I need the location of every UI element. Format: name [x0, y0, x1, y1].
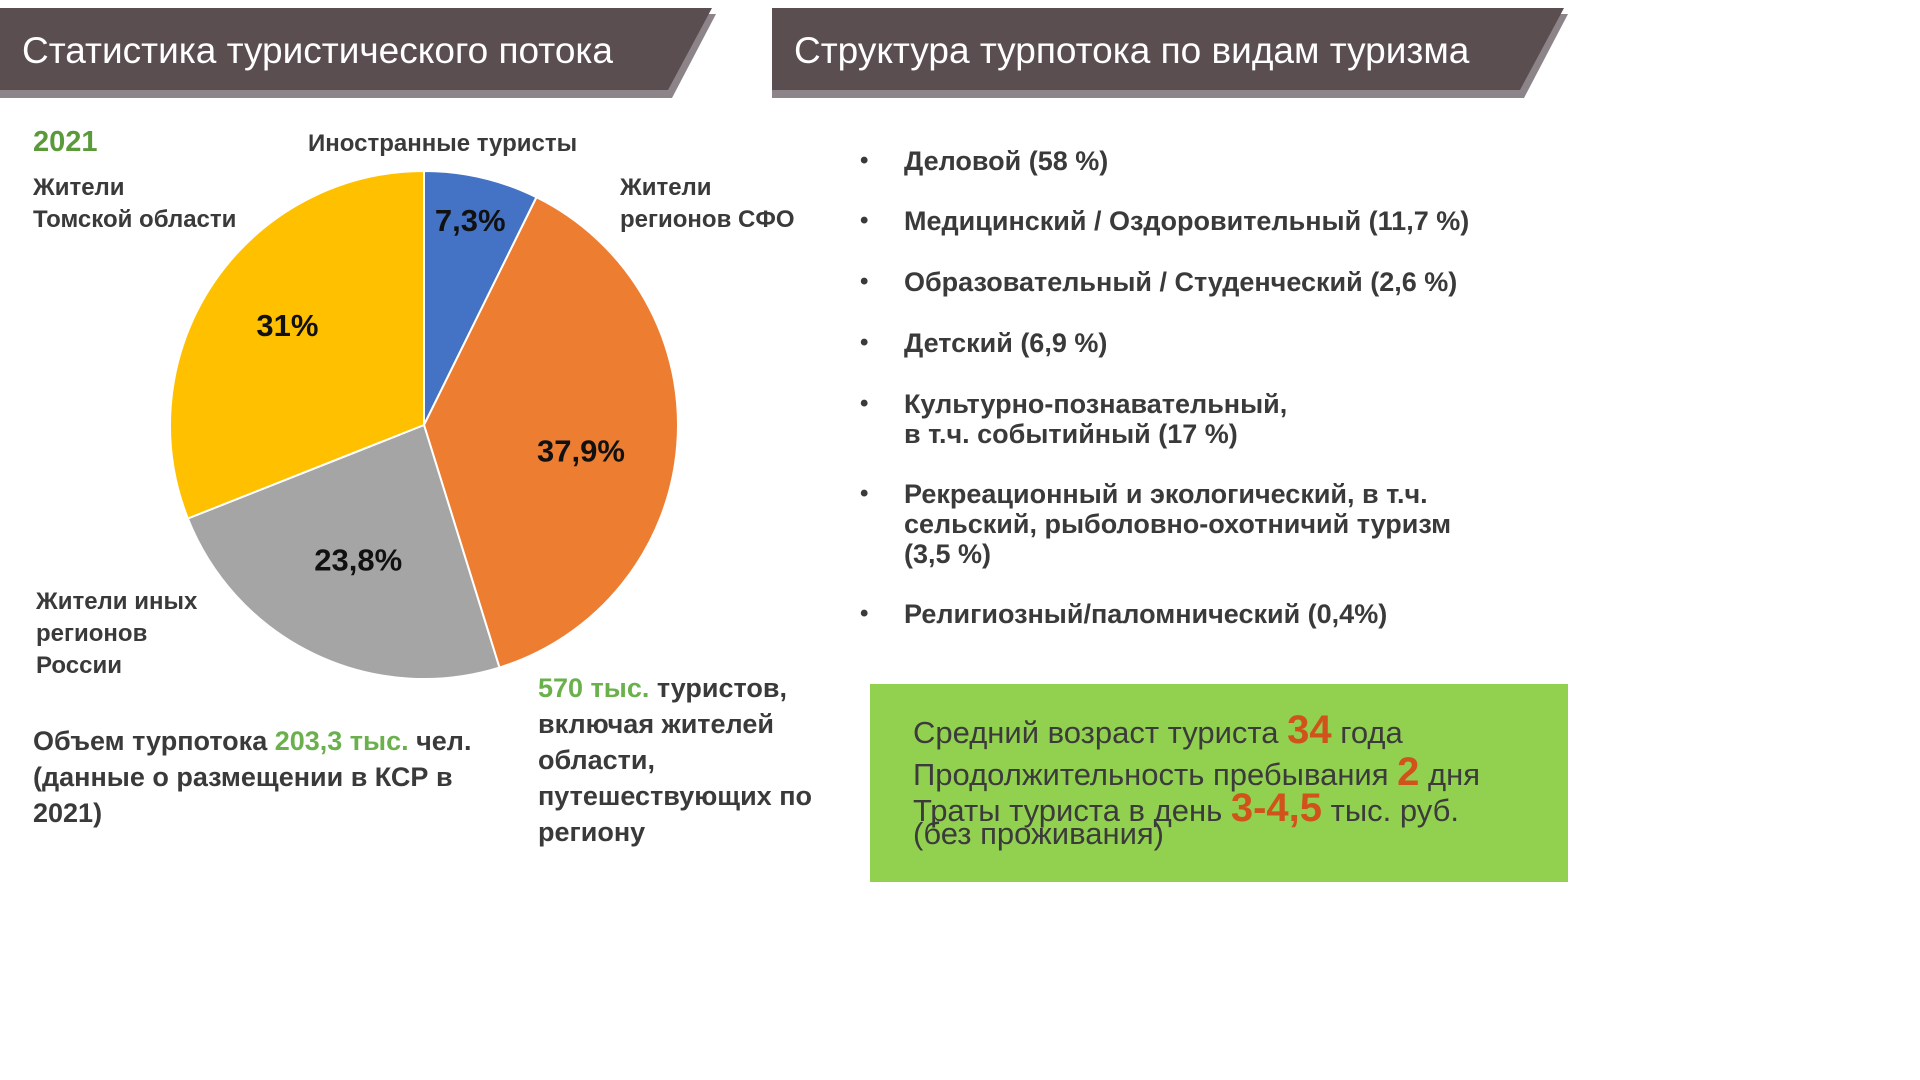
- spend-unit: тыс. руб.: [1322, 793, 1459, 828]
- tourist-flow-volume: Объем турпотока 203,3 тыс. чел. (данные …: [33, 723, 493, 831]
- age-unit: года: [1331, 715, 1403, 750]
- label-russia-residents: Жители иных регионов России: [36, 586, 197, 682]
- value-label-foreign: 7,3%: [435, 203, 506, 238]
- age-label: Средний возраст туриста: [913, 715, 1288, 750]
- slice-sfo: [422, 195, 679, 669]
- volume-prefix: Объем турпотока: [33, 726, 275, 756]
- value-label-tomsk: 31%: [256, 308, 318, 343]
- tourism-types-list: Деловой (58 %) Медицинский / Оздоровител…: [860, 140, 1560, 629]
- tourism-type-item: Медицинский / Оздоровительный (11,7 %): [860, 206, 1560, 236]
- volume-suffix: чел. (данные о размещении в КСР в 2021): [33, 726, 472, 828]
- tourism-type-item: Деловой (58 %): [860, 146, 1560, 176]
- label-line: Томской области: [33, 206, 237, 233]
- stay-duration-line: Продолжительность пребывания 2 дня: [913, 750, 1480, 795]
- age-value: 34: [1287, 708, 1332, 752]
- tourism-type-item: Рекреационный и экологический, в т.ч. се…: [860, 479, 1560, 569]
- header-right-title: Структура турпотока по видам туризма: [794, 30, 1470, 71]
- label-tomsk-residents: Жители Томской области: [33, 172, 236, 236]
- tourist-info-box: Средний возраст туриста 34 года Продолжи…: [870, 684, 1568, 882]
- banner-right-shape: [772, 8, 1568, 98]
- value-label-sfo: 37,9%: [537, 433, 625, 468]
- total-tourists: 570 тыс. туристов, включая жителей облас…: [538, 670, 858, 850]
- tourism-type-item: Религиозный/паломнический (0,4%): [860, 599, 1560, 629]
- average-age-line: Средний возраст туриста 34 года: [913, 708, 1403, 753]
- label-line: Иностранные туристы: [308, 130, 578, 157]
- slice-foreign: [423, 169, 538, 426]
- pie-chart: 7,3% 37,9% 23,8% 31%: [169, 169, 679, 680]
- stay-unit: дня: [1419, 757, 1481, 792]
- stay-label: Продолжительность пребывания: [913, 757, 1398, 792]
- total-value: 570 тыс.: [538, 673, 650, 703]
- header-left-banner: Статистика туристического потока: [0, 8, 716, 98]
- tourism-type-item: Культурно-познавательный, в т.ч. событий…: [860, 389, 1560, 449]
- label-line: Жители иных: [36, 588, 198, 615]
- label-foreign-tourists: Иностранные туристы: [308, 128, 577, 160]
- tourism-type-item: Образовательный / Студенческий (2,6 %): [860, 267, 1560, 297]
- label-line: России: [36, 652, 122, 679]
- label-line: регионов: [36, 620, 148, 647]
- label-line: регионов СФО: [620, 206, 795, 233]
- volume-value: 203,3 тыс.: [274, 726, 409, 756]
- header-right-banner: Структура турпотока по видам туризма: [772, 8, 1568, 98]
- chart-year-label: 2021: [33, 126, 98, 158]
- spend-value: 3-4,5: [1230, 786, 1323, 830]
- label-line: Жители: [620, 174, 712, 201]
- spend-note-line: (без проживания): [913, 816, 1164, 851]
- banner-left-shape: [0, 8, 716, 98]
- tourism-type-item: Детский (6,9 %): [860, 328, 1560, 358]
- value-label-russia: 23,8%: [314, 542, 402, 577]
- slice-tomsk: [169, 169, 425, 520]
- stay-value: 2: [1397, 750, 1420, 794]
- label-line: Жители: [33, 174, 125, 201]
- header-left-title: Статистика туристического потока: [22, 30, 613, 71]
- total-suffix: туристов, включая жителей области, путеш…: [538, 673, 812, 847]
- label-sfo-residents: Жители регионов СФО: [620, 172, 794, 236]
- spend-label: Траты туриста в день: [913, 793, 1231, 828]
- daily-spend-line: Траты туриста в день 3-4,5 тыс. руб.: [913, 786, 1459, 831]
